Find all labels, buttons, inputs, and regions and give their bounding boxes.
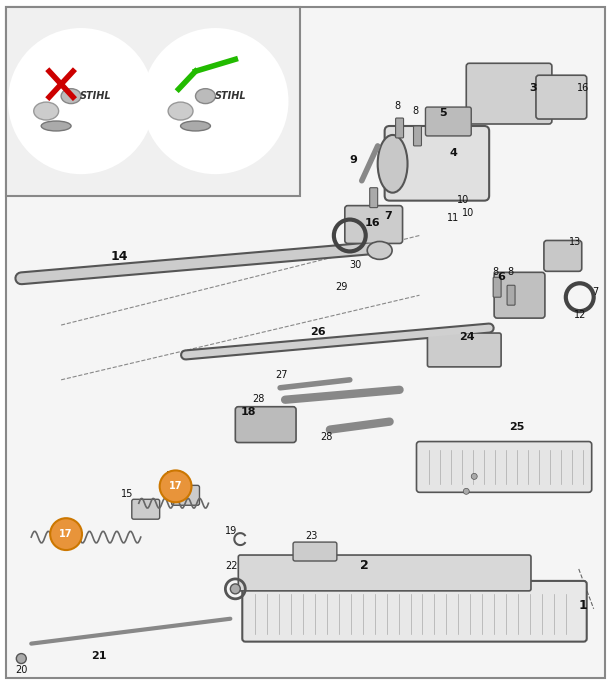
FancyBboxPatch shape bbox=[494, 273, 545, 318]
Text: 1: 1 bbox=[579, 599, 588, 612]
Text: 16: 16 bbox=[577, 83, 589, 93]
FancyBboxPatch shape bbox=[466, 63, 552, 124]
Text: 7: 7 bbox=[591, 287, 598, 297]
Text: 10: 10 bbox=[463, 208, 475, 218]
Text: STIHL: STIHL bbox=[214, 91, 246, 101]
FancyBboxPatch shape bbox=[414, 126, 422, 146]
FancyBboxPatch shape bbox=[293, 542, 337, 561]
Ellipse shape bbox=[41, 121, 71, 131]
Text: 29: 29 bbox=[335, 282, 347, 292]
Circle shape bbox=[159, 471, 191, 502]
FancyBboxPatch shape bbox=[385, 126, 489, 201]
Text: 17: 17 bbox=[59, 529, 73, 539]
Ellipse shape bbox=[181, 121, 210, 131]
Text: 15: 15 bbox=[121, 489, 133, 499]
FancyBboxPatch shape bbox=[428, 333, 501, 367]
FancyBboxPatch shape bbox=[370, 188, 378, 208]
Text: 19: 19 bbox=[225, 526, 238, 536]
Text: STIHL: STIHL bbox=[80, 91, 112, 101]
Circle shape bbox=[144, 29, 287, 173]
Bar bbox=[6, 7, 300, 196]
Text: 21: 21 bbox=[91, 651, 106, 660]
Text: 30: 30 bbox=[350, 260, 362, 271]
Text: 15: 15 bbox=[166, 471, 178, 482]
FancyBboxPatch shape bbox=[395, 118, 403, 138]
Text: 17: 17 bbox=[169, 482, 182, 491]
Circle shape bbox=[16, 653, 26, 664]
Circle shape bbox=[471, 473, 477, 480]
Text: 27: 27 bbox=[275, 370, 288, 380]
Text: 11: 11 bbox=[447, 212, 459, 223]
Text: 18: 18 bbox=[240, 407, 256, 416]
Text: 14: 14 bbox=[111, 251, 128, 263]
FancyBboxPatch shape bbox=[544, 240, 582, 271]
Text: 16: 16 bbox=[365, 218, 381, 227]
Text: 28: 28 bbox=[252, 394, 265, 403]
FancyBboxPatch shape bbox=[235, 407, 296, 443]
Text: 2: 2 bbox=[360, 559, 368, 572]
Text: 3: 3 bbox=[529, 83, 536, 93]
Text: 8: 8 bbox=[492, 267, 499, 277]
Text: 12: 12 bbox=[574, 310, 586, 320]
Circle shape bbox=[50, 518, 82, 550]
Text: 13: 13 bbox=[569, 238, 581, 247]
Text: 24: 24 bbox=[459, 332, 475, 342]
Text: 8: 8 bbox=[395, 101, 401, 111]
Ellipse shape bbox=[196, 88, 216, 103]
Text: 4: 4 bbox=[449, 148, 457, 158]
Text: 5: 5 bbox=[439, 108, 447, 118]
FancyBboxPatch shape bbox=[238, 555, 531, 591]
FancyBboxPatch shape bbox=[493, 277, 501, 297]
Ellipse shape bbox=[378, 135, 408, 192]
Text: 10: 10 bbox=[457, 195, 470, 205]
FancyBboxPatch shape bbox=[417, 442, 591, 493]
Text: 23: 23 bbox=[305, 531, 317, 541]
FancyBboxPatch shape bbox=[132, 499, 159, 519]
FancyBboxPatch shape bbox=[172, 486, 199, 506]
Text: 25: 25 bbox=[509, 421, 524, 432]
Text: 7: 7 bbox=[385, 210, 392, 221]
Circle shape bbox=[9, 29, 153, 173]
Circle shape bbox=[463, 488, 469, 495]
FancyBboxPatch shape bbox=[425, 107, 471, 136]
Ellipse shape bbox=[168, 102, 193, 120]
Ellipse shape bbox=[34, 102, 59, 120]
FancyBboxPatch shape bbox=[345, 206, 403, 243]
FancyBboxPatch shape bbox=[536, 75, 587, 119]
Circle shape bbox=[230, 584, 240, 594]
Text: 20: 20 bbox=[15, 666, 27, 675]
Text: 28: 28 bbox=[320, 432, 332, 442]
FancyBboxPatch shape bbox=[243, 581, 587, 642]
Text: 26: 26 bbox=[310, 327, 326, 337]
FancyBboxPatch shape bbox=[507, 285, 515, 306]
Text: 8: 8 bbox=[412, 106, 419, 116]
Text: 8: 8 bbox=[507, 267, 513, 277]
Ellipse shape bbox=[61, 88, 81, 103]
Text: 9: 9 bbox=[350, 155, 357, 165]
Text: 6: 6 bbox=[497, 272, 505, 282]
Ellipse shape bbox=[367, 241, 392, 260]
Text: 22: 22 bbox=[225, 561, 238, 571]
